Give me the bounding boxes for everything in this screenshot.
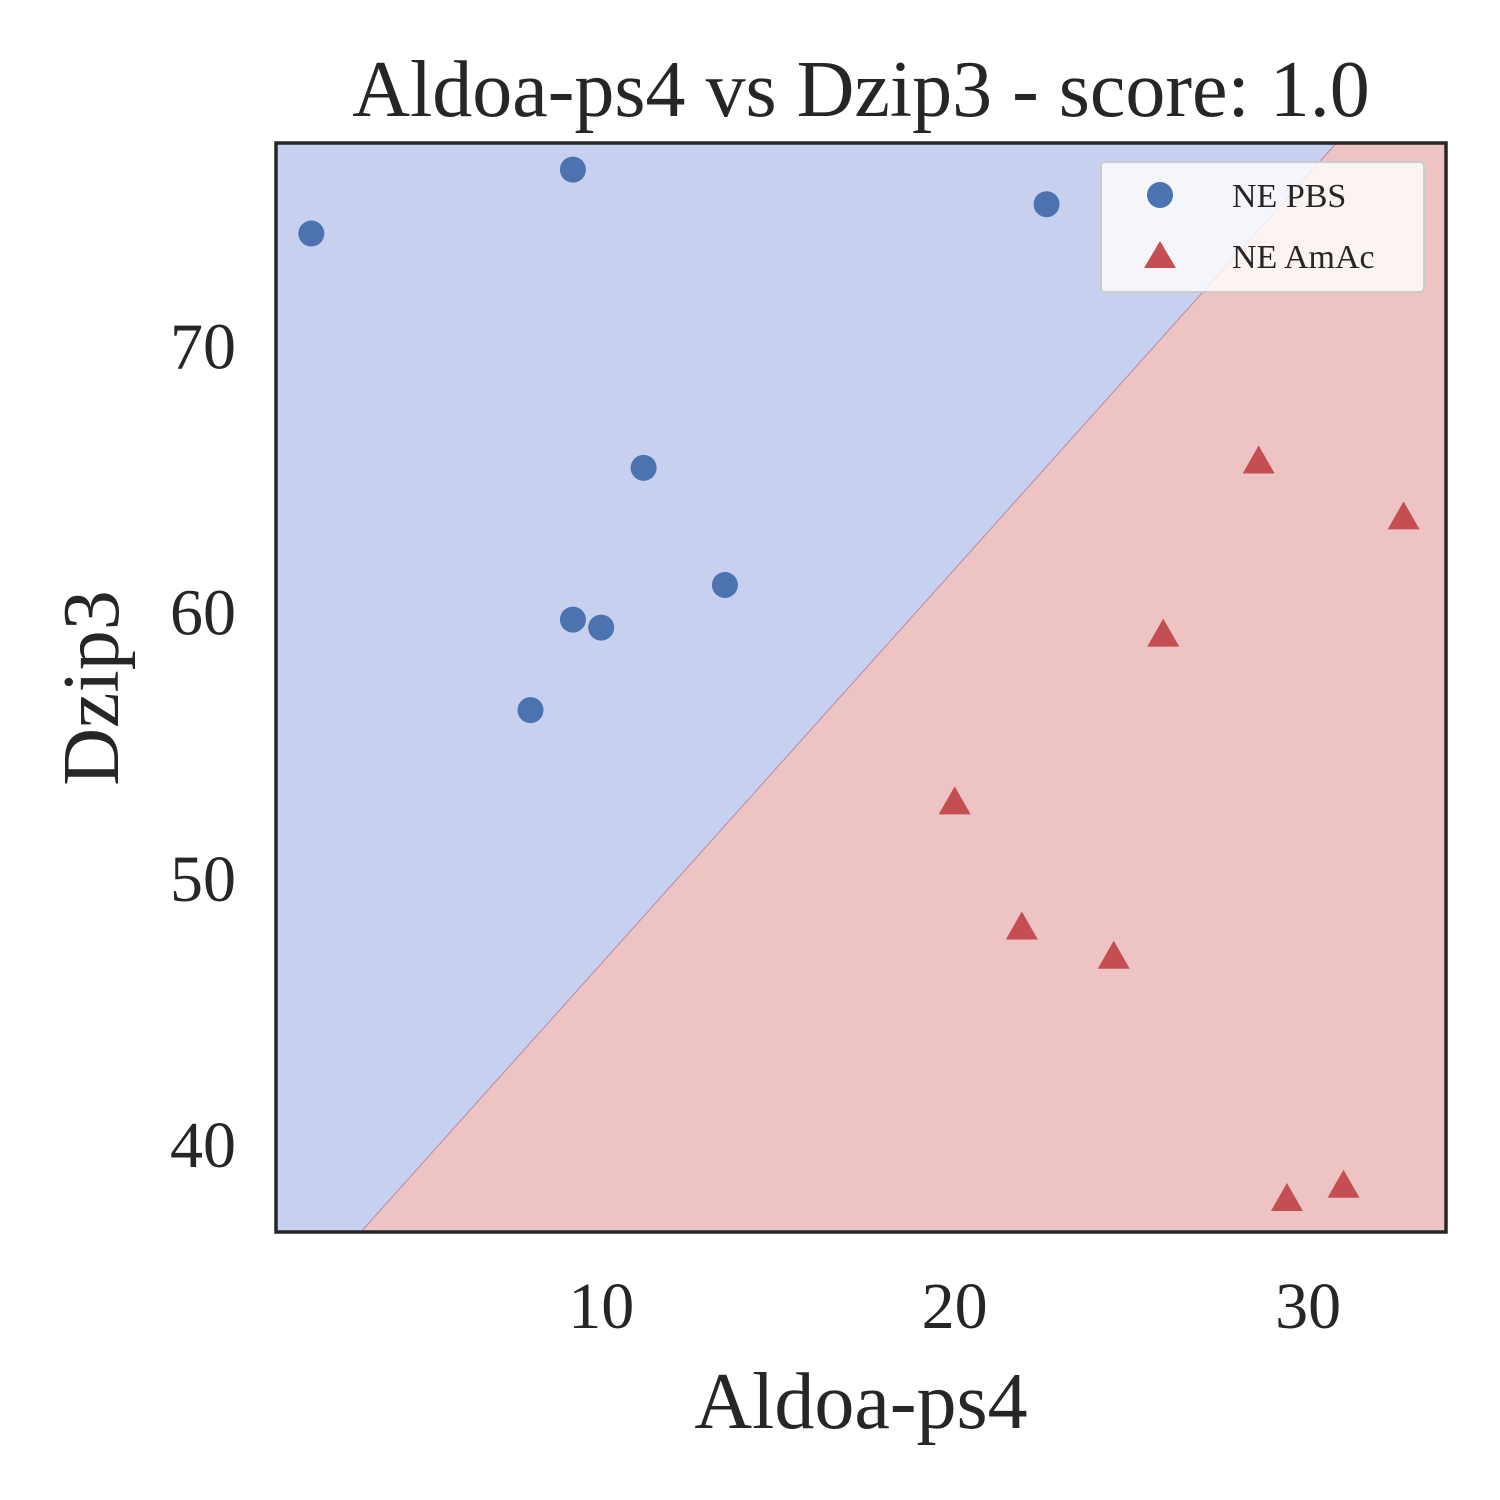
point-ne-pbs-5: [711, 571, 738, 598]
point-ne-amac-7: [1270, 1183, 1303, 1212]
point-ne-amac-6: [1097, 940, 1130, 969]
legend-label-ne-pbs: NE PBS: [1232, 178, 1346, 215]
data-points: [298, 156, 1420, 1212]
plot-frame: [274, 141, 1448, 1234]
point-ne-amac-2: [1387, 501, 1420, 530]
y-tick-label-40: 40: [170, 1109, 236, 1182]
point-ne-pbs-8: [517, 697, 544, 724]
point-ne-amac-4: [938, 786, 971, 815]
legend-label-ne-amac: NE AmAc: [1232, 239, 1375, 276]
y-axis-label: Dzip3: [48, 590, 136, 786]
x-axis-label: Aldoa-ps4: [694, 1358, 1027, 1446]
legend-marker-ne-amac: [1144, 241, 1176, 268]
point-ne-amac-3: [1147, 618, 1180, 647]
decision-boundary-line: [360, 143, 1337, 1232]
plot-area: [276, 143, 1446, 1232]
decision-region-ne-amac: [360, 143, 1446, 1232]
x-axis-ticks: 10 20 30: [568, 1270, 1341, 1343]
point-ne-pbs-3: [1033, 191, 1060, 218]
y-tick-label-70: 70: [170, 310, 236, 383]
x-tick-label-10: 10: [568, 1270, 634, 1343]
point-ne-pbs-7: [588, 614, 615, 641]
x-tick-label-30: 30: [1275, 1270, 1341, 1343]
point-ne-pbs-4: [630, 454, 657, 481]
y-tick-label-60: 60: [170, 577, 236, 650]
chart-title: Aldoa-ps4 vs Dzip3 - score: 1.0: [352, 46, 1370, 134]
legend-marker-ne-pbs: [1147, 182, 1173, 208]
legend: NE PBS NE AmAc: [1100, 161, 1425, 293]
decision-region-ne-pbs: [276, 143, 1337, 1232]
point-ne-pbs-1: [298, 220, 325, 247]
y-tick-label-50: 50: [170, 843, 236, 916]
legend-box: [1100, 161, 1425, 293]
point-ne-pbs-2: [559, 156, 586, 183]
y-axis-ticks: 40 50 60 70: [170, 310, 236, 1182]
point-ne-amac-5: [1005, 911, 1038, 940]
point-ne-amac-8: [1327, 1169, 1360, 1198]
x-tick-label-20: 20: [922, 1270, 988, 1343]
point-ne-amac-1: [1242, 445, 1275, 474]
point-ne-pbs-6: [559, 606, 586, 633]
